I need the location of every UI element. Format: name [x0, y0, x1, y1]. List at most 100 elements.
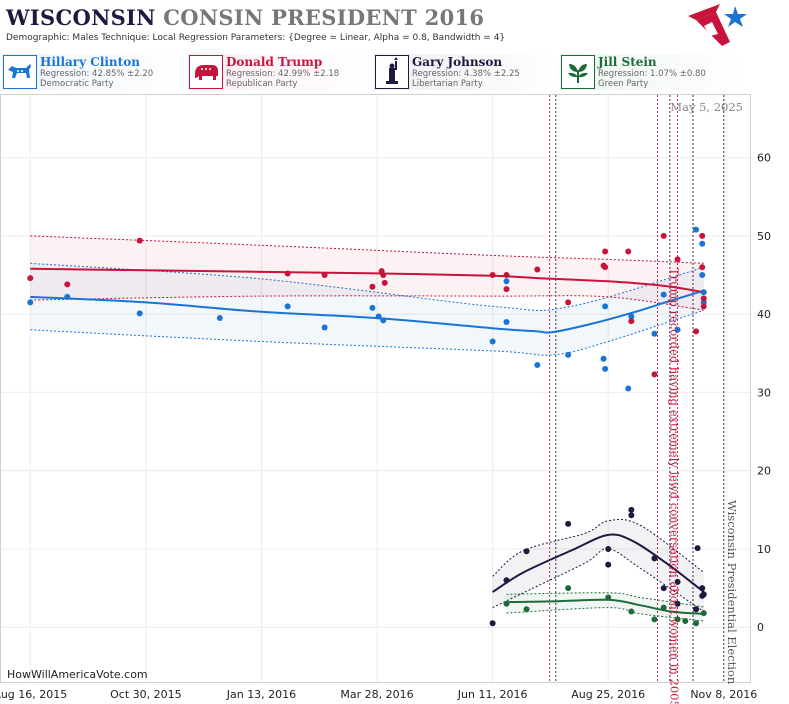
x-tick-label: Mar 28, 2016 [340, 688, 413, 701]
poll-point [284, 270, 291, 277]
x-axis-ticks: Aug 16, 2015 Oct 30, 2015 Jan 13, 2016 Mar … [0, 688, 757, 701]
x-tick-label: Oct 30, 2015 [110, 688, 182, 701]
donkey-icon [3, 55, 37, 89]
poll-point [651, 371, 658, 378]
poll-point [660, 604, 667, 611]
poll-point [628, 318, 635, 325]
candidate-regression: Regression: 1.07% ±0.80 [598, 69, 706, 79]
y-tick-label: 20 [757, 465, 771, 478]
date-label: May 5, 2025 [670, 100, 743, 114]
poll-points [27, 226, 707, 627]
gridlines [1, 95, 750, 682]
poll-point [523, 548, 530, 555]
poll-point [602, 303, 609, 310]
poll-point [674, 326, 681, 333]
poll-point [605, 545, 612, 552]
poll-point [628, 506, 635, 513]
poll-point [489, 338, 496, 345]
poll-point [489, 620, 496, 627]
candidate-party: Republican Party [226, 79, 298, 89]
annotation-label: Trump recorded having extremely lewd con… [667, 268, 681, 704]
band-lower [30, 295, 704, 311]
confidence-bands [30, 235, 705, 622]
x-tick-label: Jun 11, 2016 [457, 688, 528, 701]
poll-point [503, 318, 510, 325]
poll-point [136, 310, 143, 317]
title-state: WISCONSIN [6, 5, 156, 30]
poll-point [628, 512, 635, 519]
poll-point [674, 600, 681, 607]
band-upper [492, 518, 705, 577]
candidate-card-clinton[interactable]: Hillary Clinton Regression: 42.85% ±2.20… [2, 54, 187, 90]
trend-lines [30, 267, 705, 615]
annotation-label: Wisconsin Presidential Election [725, 500, 739, 685]
candidate-party: Libertarian Party [412, 79, 483, 89]
poll-point [600, 355, 607, 362]
band-lower [492, 548, 705, 613]
poll-point [375, 313, 382, 320]
poll-point [628, 608, 635, 615]
trend-line [492, 533, 705, 593]
poll-point [27, 299, 34, 306]
band-lower [30, 309, 704, 356]
poll-point [674, 256, 681, 263]
candidate-card-trump[interactable]: Donald Trump Regression: 42.99% ±2.18 Re… [188, 54, 373, 90]
annotations: Trump recorded having extremely lewd con… [667, 268, 738, 704]
poll-point [693, 226, 700, 233]
y-tick-label: 40 [757, 308, 771, 321]
trend-line [30, 267, 704, 294]
site-logo-icon [688, 4, 747, 46]
poll-point [694, 545, 701, 552]
poll-point [489, 272, 496, 279]
poll-point [700, 303, 707, 310]
poll-point [660, 291, 667, 298]
candidate-name: Hillary Clinton [40, 55, 140, 69]
poll-point [381, 279, 388, 286]
elephant-icon [189, 55, 223, 89]
trend-line [506, 598, 704, 615]
poll-point [565, 585, 572, 592]
poll-point [565, 351, 572, 358]
poll-point [602, 248, 609, 255]
poll-point [699, 585, 706, 592]
y-tick-label: 0 [757, 621, 764, 634]
poll-point [523, 606, 530, 613]
poll-point [602, 365, 609, 372]
poll-point [693, 328, 700, 335]
poll-point [700, 610, 707, 617]
poll-point [565, 520, 572, 527]
poll-point [700, 289, 707, 296]
y-tick-label: 60 [757, 152, 771, 165]
plot-frame [0, 94, 751, 683]
poll-point [699, 232, 706, 239]
band-upper [30, 235, 704, 264]
poll-point [136, 237, 143, 244]
candidate-regression: Regression: 42.99% ±2.18 [226, 69, 340, 79]
source-watermark: HowWillAmericaVote.com [7, 668, 148, 681]
poll-point [693, 606, 700, 613]
y-tick-label: 30 [757, 386, 771, 399]
chart-title: WISCONSIN CONSIN PRESIDENT 2016 [6, 5, 484, 30]
x-tick-label: Nov 8, 2016 [690, 688, 757, 701]
poll-point [602, 264, 609, 271]
band-upper [506, 592, 704, 608]
poll-point [64, 293, 71, 300]
poll-point [503, 577, 510, 584]
poll-point [503, 278, 510, 285]
poll-point [700, 295, 707, 302]
poll-point [660, 232, 667, 239]
poll-point [699, 264, 706, 271]
liberty-icon [375, 55, 409, 89]
x-tick-label: Aug 16, 2015 [0, 688, 67, 701]
poll-point [674, 616, 681, 623]
x-tick-label: Aug 25, 2016 [571, 688, 645, 701]
poll-point [216, 315, 223, 322]
poll-point [284, 303, 291, 310]
poll-point [625, 248, 632, 255]
candidate-name: Donald Trump [226, 55, 323, 69]
candidate-card-stein[interactable]: Jill Stein Regression: 1.07% ±0.80 Green… [560, 54, 745, 90]
poll-point [625, 385, 632, 392]
poll-point [380, 272, 387, 279]
candidate-name: Gary Johnson [412, 55, 503, 69]
candidate-card-johnson[interactable]: Gary Johnson Regression: 4.38% ±2.25 Lib… [374, 54, 559, 90]
